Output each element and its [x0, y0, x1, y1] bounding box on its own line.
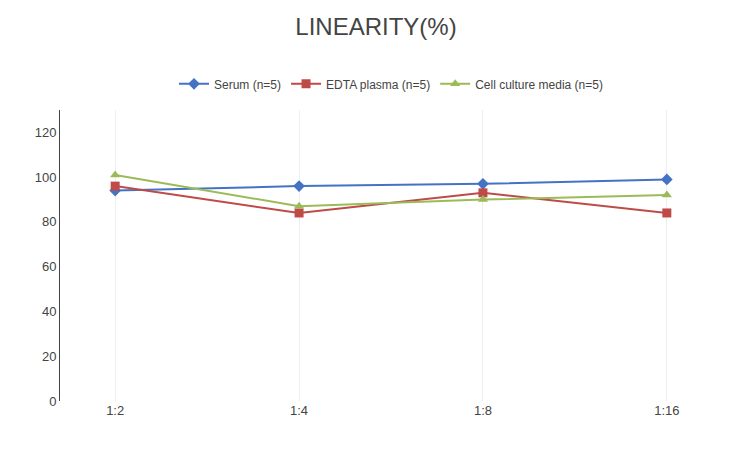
- svg-text:0: 0: [49, 394, 56, 409]
- svg-text:Cell culture media (n=5): Cell culture media (n=5): [475, 78, 603, 92]
- svg-text:120: 120: [35, 125, 57, 140]
- svg-text:Serum (n=5): Serum (n=5): [214, 78, 281, 92]
- svg-text:20: 20: [42, 349, 56, 364]
- svg-text:LINEARITY(%): LINEARITY(%): [295, 13, 456, 40]
- svg-text:60: 60: [42, 259, 56, 274]
- svg-text:1:4: 1:4: [290, 403, 308, 418]
- svg-text:40: 40: [42, 304, 56, 319]
- svg-text:100: 100: [35, 170, 57, 185]
- svg-text:1:8: 1:8: [474, 403, 492, 418]
- svg-text:1:2: 1:2: [106, 403, 124, 418]
- svg-text:1:16: 1:16: [654, 403, 679, 418]
- svg-text:80: 80: [42, 214, 56, 229]
- svg-text:EDTA plasma (n=5): EDTA plasma (n=5): [326, 78, 430, 92]
